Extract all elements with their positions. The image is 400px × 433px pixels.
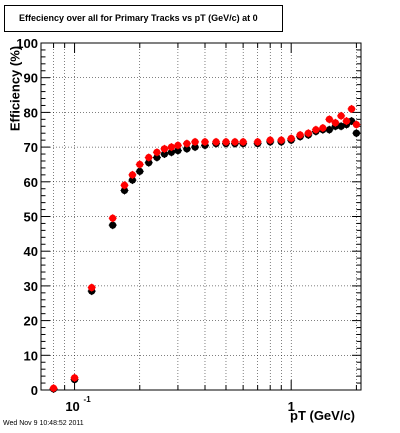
data-point [120,181,129,189]
data-point [183,140,191,148]
data-point [191,143,199,151]
data-point [296,131,304,139]
axis-ticks [40,42,361,391]
data-point [136,160,144,169]
data-point [49,384,58,392]
data-series [49,104,361,393]
data-point [304,129,312,137]
data-point [70,374,79,382]
x-tick-label: 1 [288,399,295,414]
data-point [145,153,153,162]
x-axis-label: pT (GeV/c) [290,408,356,423]
data-point [174,146,182,155]
y-tick-label: 0 [31,383,38,398]
data-point [167,148,176,156]
data-point [201,138,209,146]
title-box: Effeciency over all for Primary Tracks v… [4,5,283,32]
data-point [160,150,169,158]
data-point [183,145,191,153]
data-point [88,284,96,292]
y-tick-label: 90 [24,71,38,86]
y-tick-label: 100 [16,36,38,51]
y-tick-label: 50 [24,210,38,225]
data-point [331,119,340,127]
data-point [128,176,137,184]
y-tick-label: 70 [24,140,38,155]
y-tick-label: 30 [24,279,38,294]
data-point [337,112,345,120]
data-point [231,138,239,146]
data-point [128,171,137,179]
y-tick-label: 10 [24,348,38,363]
data-point [347,105,356,113]
data-point [153,153,161,162]
data-point [312,126,320,134]
tick-labels: 0 10 20 30 40 50 60 70 80 90 100 10 -1 1 [16,36,295,414]
y-tick-label: 40 [24,244,38,259]
data-point [136,167,144,175]
data-point [239,138,247,146]
y-tick-label: 60 [24,175,38,190]
data-point [266,136,274,144]
data-point [342,117,351,125]
timestamp: Wed Nov 9 10:48:52 2011 [3,420,84,427]
data-point [191,138,199,146]
chart-title: Effeciency over all for Primary Tracks v… [19,13,258,23]
data-point [352,129,361,137]
data-point [109,221,117,229]
y-axis-label: Efficiency (%) [7,45,23,132]
data-point [277,136,285,144]
x-tick-label-exponent: -1 [84,395,92,404]
data-point [153,148,161,156]
y-tick-label: 20 [24,314,38,329]
data-point [222,138,230,146]
data-point [145,159,153,167]
data-point [109,214,117,222]
x-tick-label: 10 [65,399,79,414]
data-point [325,115,333,123]
data-point [287,134,295,143]
data-point [174,141,182,149]
data-point [160,145,169,153]
data-point [212,138,220,146]
data-point [120,186,129,195]
data-point [254,138,262,146]
data-point [167,143,176,151]
series-red [49,104,361,393]
y-tick-label: 80 [24,105,38,120]
data-point [319,124,327,132]
data-point [352,120,361,129]
data-point [325,126,333,134]
